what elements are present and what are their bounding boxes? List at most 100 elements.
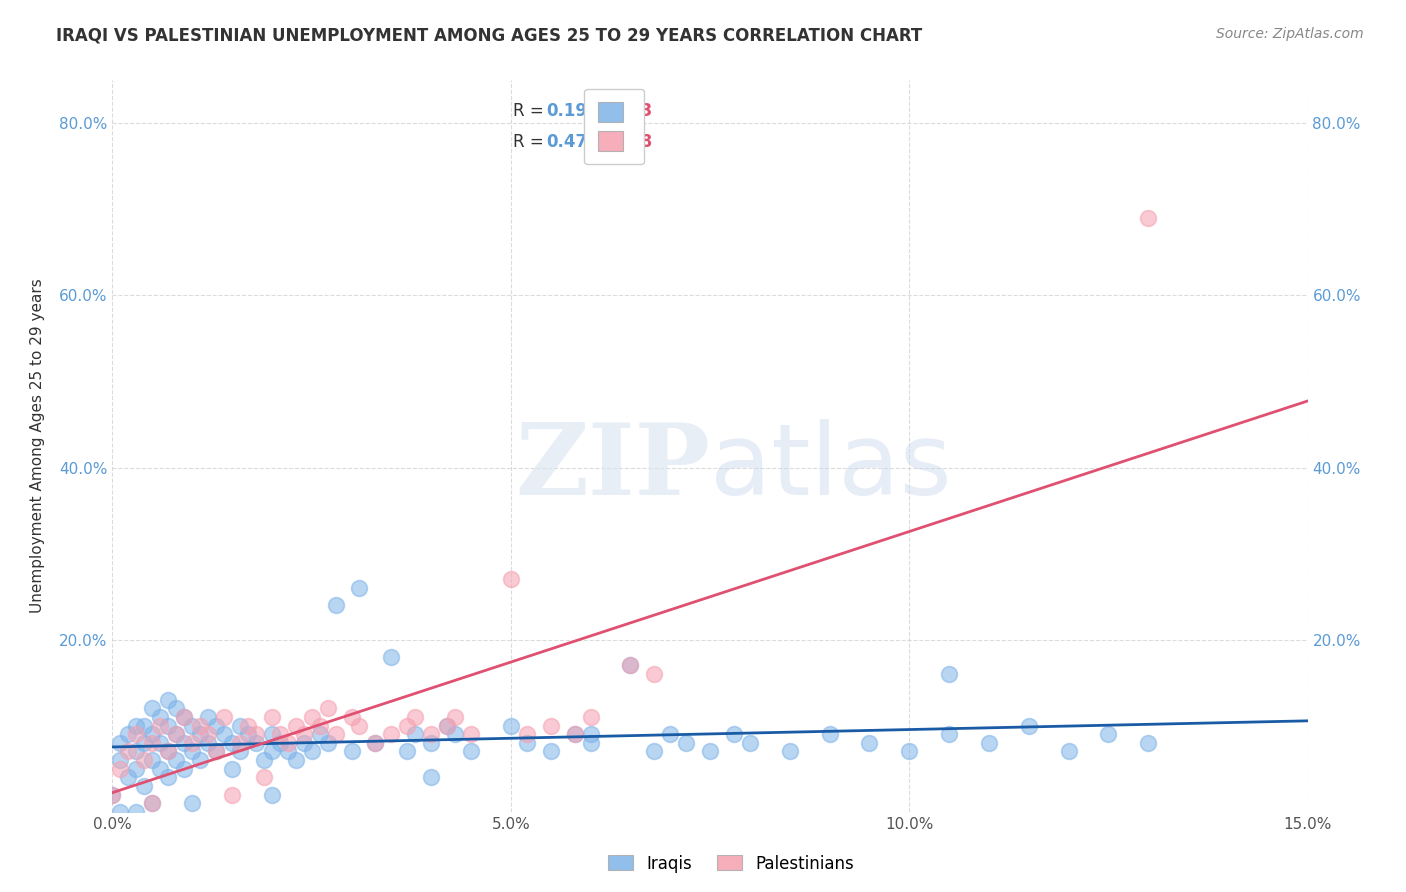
Point (292, 736, 315, 750)
Point (380, 649, 402, 664)
Point (349, 581, 371, 595)
Point (173, 710, 195, 724)
Point (110, 736, 132, 750)
Point (564, 727, 586, 741)
Point (444, 727, 467, 741)
Y-axis label: Unemployment Among Ages 25 to 29 years: Unemployment Among Ages 25 to 29 years (31, 278, 45, 614)
Point (579, 727, 602, 741)
Point (269, 736, 291, 750)
Text: 48: 48 (628, 133, 652, 151)
Point (181, 796, 204, 810)
Point (221, 762, 243, 776)
Point (117, 727, 139, 741)
Point (643, 744, 665, 758)
Point (253, 753, 276, 767)
Point (141, 796, 163, 810)
Point (699, 744, 721, 758)
Point (269, 727, 291, 741)
Point (141, 701, 163, 715)
Point (221, 736, 243, 750)
Point (938, 727, 960, 741)
Point (134, 753, 156, 767)
Point (579, 710, 602, 724)
Point (364, 736, 387, 750)
Point (173, 736, 195, 750)
Point (188, 719, 211, 733)
Point (188, 753, 211, 767)
Point (325, 727, 347, 741)
Point (564, 727, 586, 741)
Point (1097, 727, 1119, 741)
Point (818, 727, 841, 741)
Point (349, 719, 371, 733)
Point (141, 736, 163, 750)
Point (516, 736, 538, 750)
Point (141, 753, 163, 767)
Point (173, 762, 195, 776)
Text: N =: N = (595, 133, 641, 151)
Point (245, 736, 267, 750)
Point (380, 727, 402, 741)
Text: Source: ZipAtlas.com: Source: ZipAtlas.com (1216, 27, 1364, 41)
Point (340, 710, 363, 724)
Text: 0.474: 0.474 (547, 133, 599, 151)
Point (110, 805, 132, 819)
Point (460, 744, 482, 758)
Point (301, 710, 323, 724)
Point (165, 727, 187, 741)
Point (420, 736, 443, 750)
Point (125, 719, 148, 733)
Point (149, 762, 172, 776)
Point (675, 736, 697, 750)
Text: R =: R = (513, 102, 548, 120)
Point (229, 719, 252, 733)
Point (898, 744, 921, 758)
Point (659, 727, 682, 741)
Point (643, 667, 665, 681)
Point (197, 727, 219, 741)
Point (277, 736, 299, 750)
Point (1018, 719, 1040, 733)
Point (149, 710, 172, 724)
Point (938, 667, 960, 681)
Point (157, 744, 180, 758)
Point (499, 573, 522, 587)
Point (364, 736, 387, 750)
Point (301, 744, 323, 758)
Point (205, 744, 228, 758)
Point (1137, 211, 1160, 225)
Point (101, 788, 124, 802)
Text: ZIP: ZIP (515, 419, 710, 516)
Point (540, 744, 562, 758)
Point (308, 719, 330, 733)
Legend: Iraqis, Palestinians: Iraqis, Palestinians (602, 848, 860, 880)
Point (165, 727, 187, 741)
Point (316, 701, 339, 715)
Point (340, 744, 363, 758)
Point (125, 744, 148, 758)
Point (181, 736, 204, 750)
Point (157, 693, 180, 707)
Point (723, 727, 745, 741)
Point (212, 710, 235, 724)
Point (420, 727, 443, 741)
Point (1137, 736, 1160, 750)
Point (245, 727, 267, 741)
Point (277, 744, 299, 758)
Point (212, 727, 235, 741)
Point (436, 719, 458, 733)
Point (236, 719, 259, 733)
Point (260, 710, 283, 724)
Point (117, 770, 139, 784)
Point (134, 719, 156, 733)
Point (540, 719, 562, 733)
Point (284, 719, 307, 733)
Text: N =: N = (595, 102, 641, 120)
Point (260, 744, 283, 758)
Point (165, 701, 187, 715)
Point (516, 727, 538, 741)
Point (738, 736, 761, 750)
Point (221, 788, 243, 802)
Point (181, 744, 204, 758)
Point (260, 788, 283, 802)
